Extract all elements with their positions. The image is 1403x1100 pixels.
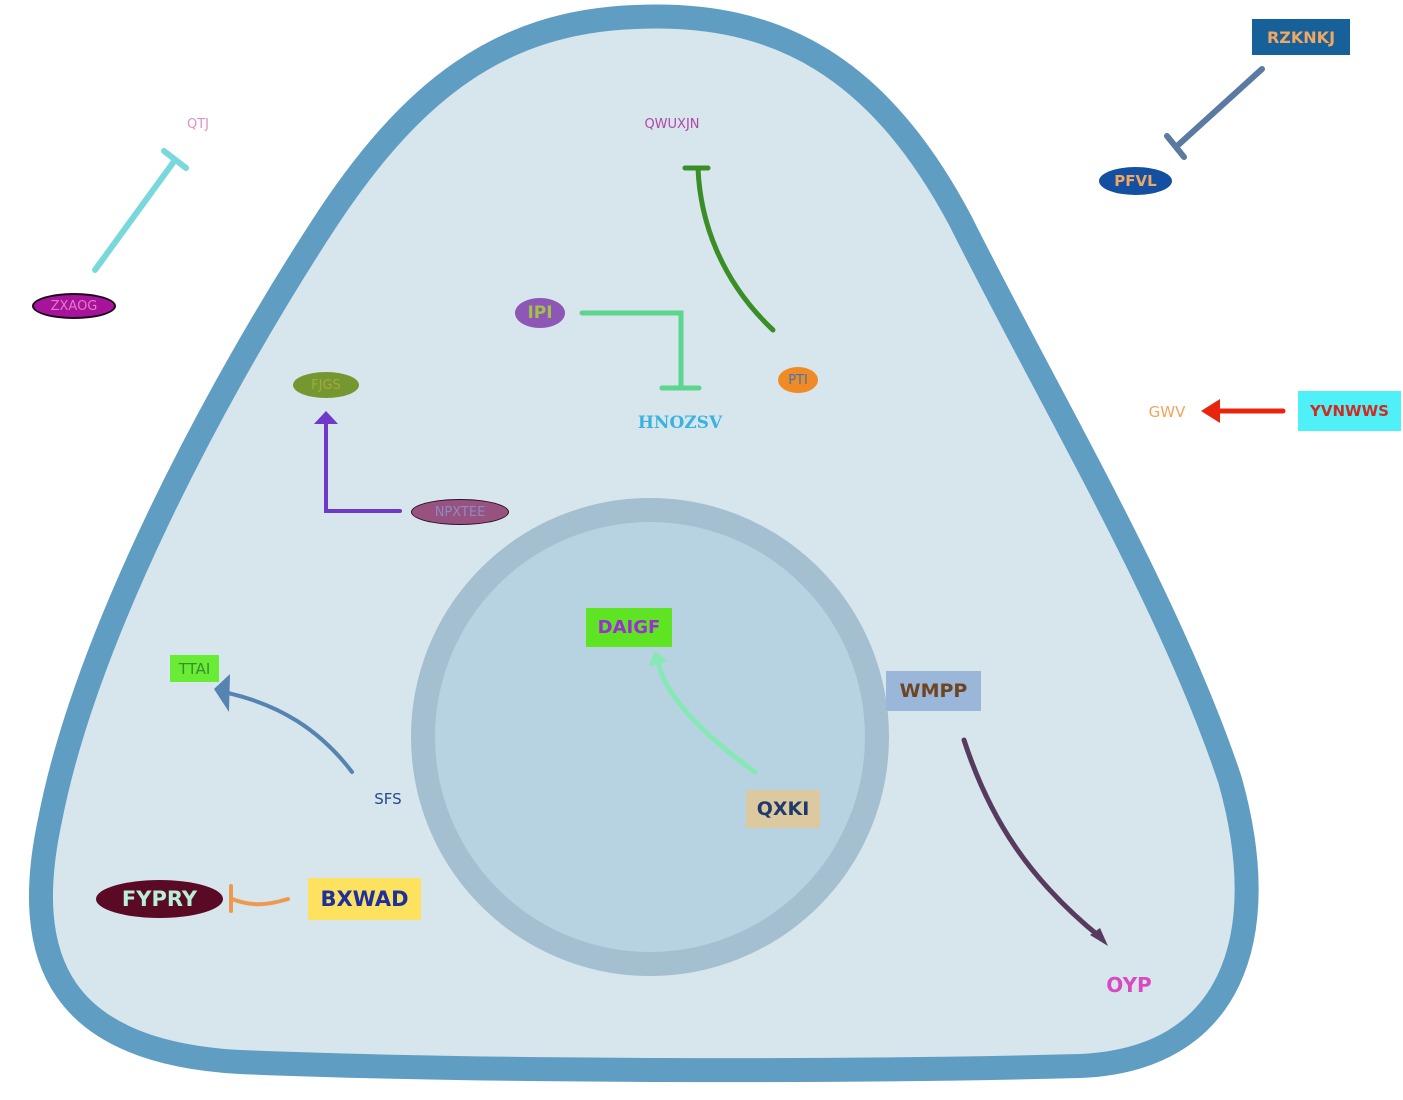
edge-wmpp-oyp (961, 737, 1108, 946)
node-fjgs: FJGS (293, 372, 359, 398)
node-qxki: QXKI (746, 790, 820, 828)
edge-sfs-ttai (214, 674, 354, 774)
edge-npxtee-fjgs (314, 411, 402, 513)
node-sfs: SFS (374, 790, 402, 808)
edge-bxwad-fypry (229, 884, 290, 913)
node-pti: PTI (778, 367, 818, 393)
edge-zxaog-qtj (92, 148, 189, 273)
edge-yvnwws-gwv (1201, 399, 1286, 423)
edge-pti-qwuxjn (682, 165, 776, 333)
node-yvnwws: YVNWWS (1298, 391, 1401, 431)
node-zxaog: ZXAOG (32, 293, 116, 319)
node-qtj: QTJ (186, 116, 209, 132)
node-pfvl: PFVL (1099, 167, 1172, 195)
node-bxwad: BXWAD (308, 878, 421, 920)
node-daigf: DAIGF (586, 608, 672, 647)
edge-ipi-hnozsv (579, 310, 702, 391)
node-ttai: TTAI (170, 655, 219, 682)
node-hnozsv: HNOZSV (637, 413, 723, 433)
node-rzknkj: RZKNKJ (1252, 19, 1350, 55)
node-qwuxjn: QWUXJN (644, 116, 700, 132)
edge-qxki-daigf (648, 651, 758, 775)
edge-rzknkj-pfvl (1164, 66, 1265, 160)
node-fypry: FYPRY (96, 880, 223, 918)
node-ipi: IPI (515, 298, 565, 328)
node-oyp: OYP (1106, 973, 1152, 997)
node-npxtee: NPXTEE (411, 499, 509, 525)
node-gwv: GWV (1148, 403, 1186, 421)
node-wmpp: WMPP (886, 671, 981, 711)
nucleus (411, 498, 889, 976)
